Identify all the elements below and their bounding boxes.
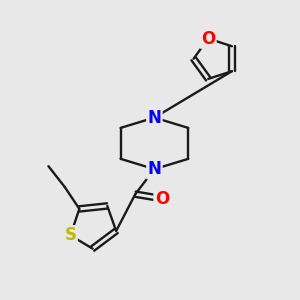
Text: S: S [64,226,76,244]
Text: N: N [148,109,161,127]
Text: N: N [148,160,161,178]
Text: O: O [155,190,169,208]
Text: O: O [201,30,215,48]
